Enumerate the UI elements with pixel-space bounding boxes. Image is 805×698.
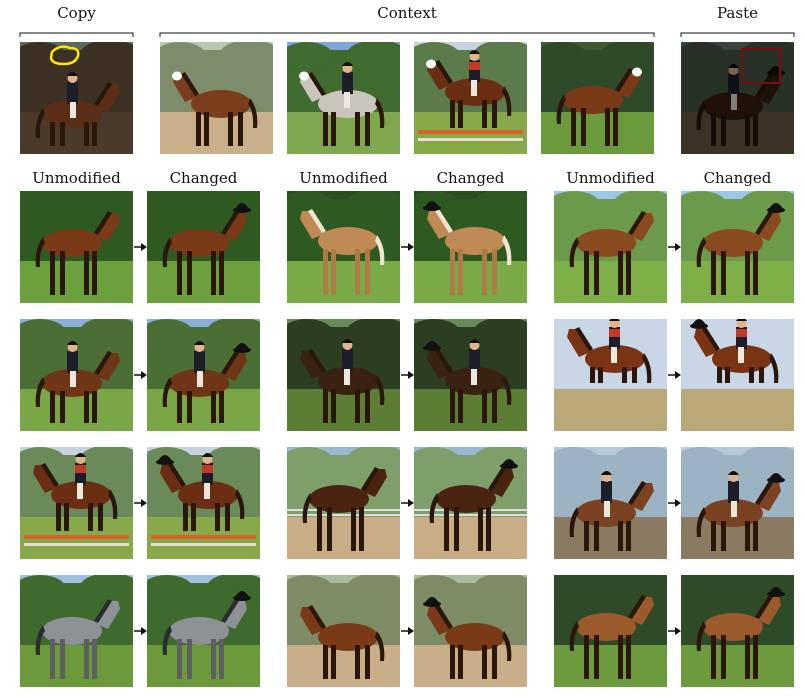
right-arrow-icon [134,371,147,379]
changed-image-r4-g2 [414,575,527,687]
unmodified-image-r1-g2 [287,191,400,303]
right-arrow-icon [401,627,414,635]
copy-brace [19,32,134,37]
changed-image-r1-g2 [414,191,527,303]
changed-image-r3-g3 [681,447,794,559]
unmodified-image-r2-g3 [554,319,667,431]
right-arrow-icon [668,371,681,379]
unmodified-image-r4-g2 [287,575,400,687]
unmodified-image-r3-g1 [20,447,133,559]
column-label-changed-1: Changed [169,169,238,187]
copy-header: Copy [57,4,96,22]
right-arrow-icon [401,371,414,379]
paste-image [681,42,794,154]
context-image-1 [160,42,273,154]
context-image-4 [541,42,654,154]
column-label-unmodified-2: Unmodified [299,169,388,187]
right-arrow-icon [134,243,147,251]
copy-image [20,42,133,154]
unmodified-image-r4-g3 [554,575,667,687]
unmodified-image-r4-g1 [20,575,133,687]
context-brace [159,32,655,37]
column-label-changed-3: Changed [703,169,772,187]
unmodified-image-r3-g2 [287,447,400,559]
column-label-unmodified-3: Unmodified [566,169,655,187]
unmodified-image-r1-g3 [554,191,667,303]
right-arrow-icon [668,243,681,251]
unmodified-image-r2-g2 [287,319,400,431]
changed-image-r4-g1 [147,575,260,687]
right-arrow-icon [668,499,681,507]
context-image-2 [287,42,400,154]
changed-image-r3-g1 [147,447,260,559]
unmodified-image-r2-g1 [20,319,133,431]
changed-image-r4-g3 [681,575,794,687]
unmodified-image-r1-g1 [20,191,133,303]
changed-image-r2-g3 [681,319,794,431]
paste-header: Paste [717,4,758,22]
changed-image-r2-g1 [147,319,260,431]
changed-image-r1-g3 [681,191,794,303]
right-arrow-icon [668,627,681,635]
column-label-changed-2: Changed [436,169,505,187]
context-header: Context [377,4,437,22]
changed-image-r2-g2 [414,319,527,431]
right-arrow-icon [401,243,414,251]
changed-image-r3-g2 [414,447,527,559]
paste-brace [680,32,795,37]
right-arrow-icon [401,499,414,507]
unmodified-image-r3-g3 [554,447,667,559]
changed-image-r1-g1 [147,191,260,303]
column-label-unmodified-1: Unmodified [32,169,121,187]
right-arrow-icon [134,627,147,635]
context-image-3 [414,42,527,154]
right-arrow-icon [134,499,147,507]
